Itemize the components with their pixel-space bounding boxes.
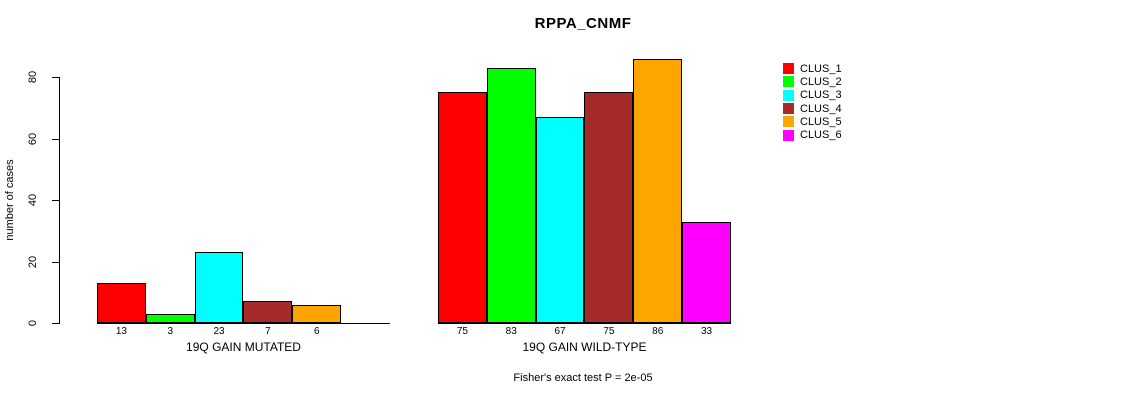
legend-swatch — [783, 129, 794, 141]
legend-swatch — [783, 89, 794, 101]
group-axis-label: 19Q GAIN WILD-TYPE — [522, 340, 647, 354]
group-axis-label: 19Q GAIN MUTATED — [186, 340, 301, 354]
y-axis-label: number of cases — [4, 159, 16, 241]
bar-value-label: 83 — [505, 326, 517, 337]
fisher-test-annotation: Fisher's exact test P = 2e-05 — [513, 372, 653, 384]
bar-slot — [682, 51, 731, 323]
y-tick-mark — [52, 77, 59, 78]
bar-slot — [486, 51, 536, 323]
legend-label: CLUS_4 — [800, 102, 842, 115]
bar-slot — [535, 51, 585, 323]
legend-swatch — [783, 63, 794, 75]
bar-slot — [292, 51, 342, 323]
bar-slot — [341, 51, 390, 323]
bar-clus_4 — [584, 92, 634, 323]
y-tick-label: 20 — [27, 255, 39, 269]
bar-slot — [194, 51, 244, 323]
bar-slot — [633, 51, 683, 323]
legend-item: CLUS_4 — [783, 102, 842, 115]
bar-clus_1 — [97, 283, 146, 323]
bar-value-label: 86 — [652, 326, 664, 337]
legend-item: CLUS_2 — [783, 75, 842, 88]
bar-value-labels: 13 3 23 7 6 — [97, 326, 390, 338]
bar-clus_4 — [243, 301, 293, 323]
bar-clus_5 — [633, 59, 683, 323]
legend-swatch — [783, 116, 794, 128]
legend-item: CLUS_1 — [783, 62, 842, 75]
bar-clus_3 — [535, 117, 585, 323]
bar-slot — [97, 51, 146, 323]
y-tick-mark — [52, 139, 59, 140]
y-tick-label: 60 — [27, 132, 39, 146]
bar-value-label: 3 — [167, 326, 174, 337]
bar-slot — [243, 51, 293, 323]
bar-value-label: 67 — [554, 326, 566, 337]
bar-value-label — [341, 326, 390, 338]
y-tick-label: 40 — [27, 193, 39, 207]
legend-label: CLUS_2 — [800, 75, 842, 88]
bar-value-label: 23 — [213, 326, 225, 337]
legend-label: CLUS_1 — [800, 62, 842, 75]
legend-item: CLUS_5 — [783, 115, 842, 128]
bar-clus_2 — [145, 314, 195, 323]
legend-swatch — [783, 76, 794, 88]
bar-value-label: 75 — [603, 326, 615, 337]
y-tick-mark — [52, 262, 59, 263]
y-tick-label: 0 — [27, 319, 39, 327]
bar-value-labels: 75 83 67 75 86 33 — [438, 326, 731, 338]
legend-label: CLUS_3 — [800, 89, 842, 102]
legend-swatch — [783, 103, 794, 115]
legend-item: CLUS_6 — [783, 128, 842, 141]
bar-value-label: 6 — [313, 326, 320, 337]
bar-group — [97, 51, 390, 324]
y-tick-label: 80 — [27, 70, 39, 84]
legend-label: CLUS_5 — [800, 115, 842, 128]
legend-label: CLUS_6 — [800, 129, 842, 142]
bar-clus_3 — [194, 252, 244, 323]
chart-title: RPPA_CNMF — [534, 15, 632, 32]
bar-slot — [584, 51, 634, 323]
bar-clus_6 — [682, 222, 731, 323]
y-axis-line — [59, 77, 60, 324]
bar-group — [438, 51, 731, 324]
y-tick-mark — [52, 323, 59, 324]
bar-slot — [145, 51, 195, 323]
bar-clus_1 — [438, 92, 487, 323]
bar-clus_5 — [292, 305, 342, 323]
bar-value-label: 75 — [456, 326, 468, 337]
bar-value-label: 33 — [700, 326, 713, 337]
bar-value-label: 7 — [265, 326, 271, 337]
bar-slot — [438, 51, 487, 323]
legend-item: CLUS_3 — [783, 89, 842, 102]
y-tick-mark — [52, 200, 59, 201]
bar-clus_2 — [486, 68, 536, 323]
legend: CLUS_1 CLUS_2 CLUS_3 CLUS_4 CLUS_5 CLUS_6 — [783, 62, 842, 142]
bar-value-label: 13 — [115, 326, 127, 337]
